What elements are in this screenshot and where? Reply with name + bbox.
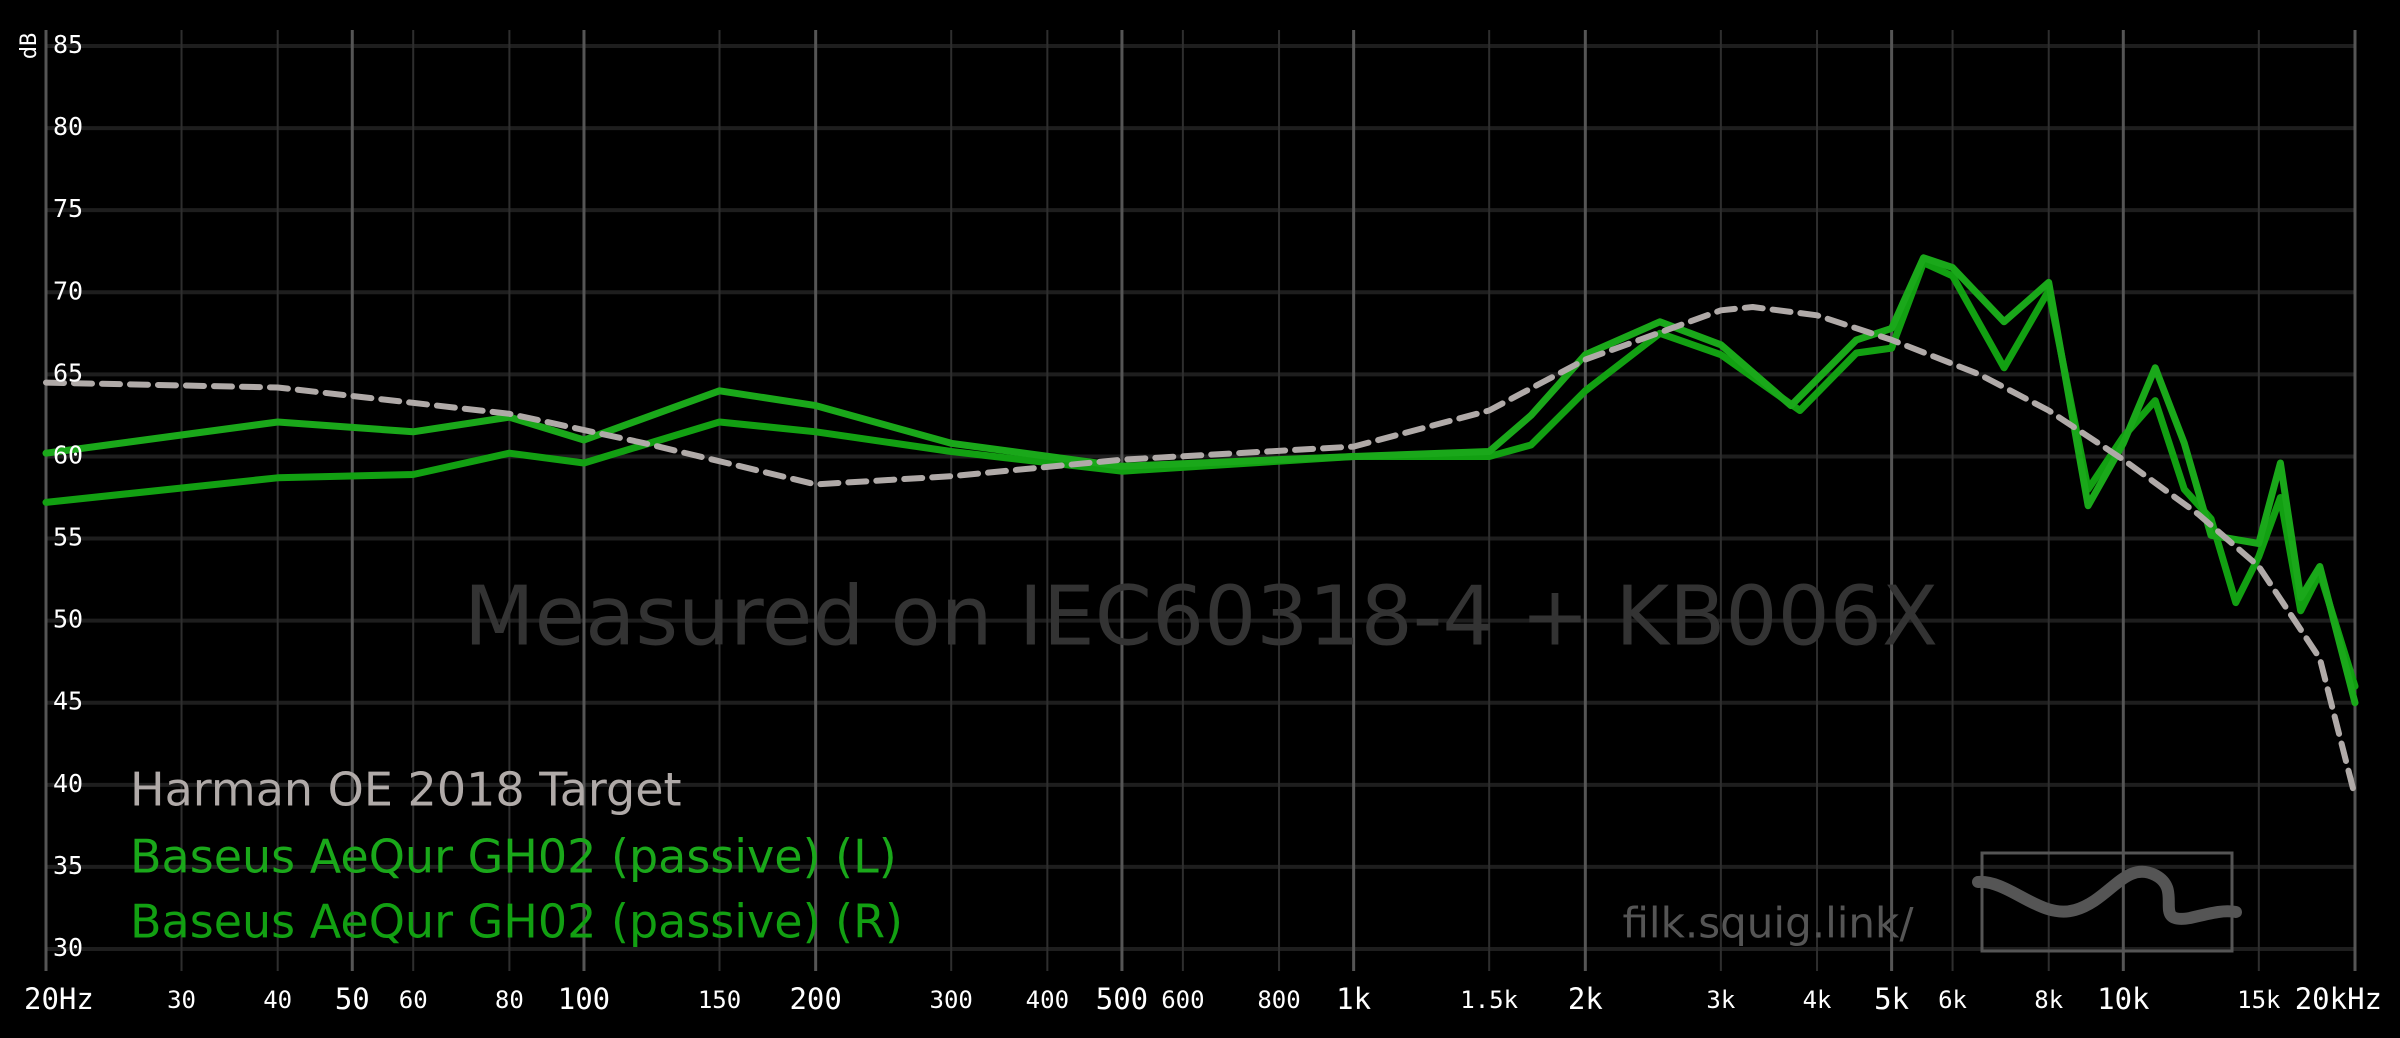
y-tick-label: 40 [53,769,83,798]
x-tick-label: 8k [2034,986,2063,1014]
y-tick-label: 65 [53,358,83,387]
x-tick-label: 600 [1161,986,1204,1014]
series-line [42,259,2359,690]
x-tick-label: 4k [1803,986,1832,1014]
x-tick-label: 5k [1874,982,1909,1016]
x-tick-label: 1.5k [1460,986,1518,1014]
lines [42,254,2359,800]
y-tick-label: 60 [53,440,83,469]
x-tick-label: 40 [263,986,292,1014]
x-tick-label: 15k [2237,986,2281,1014]
x-tick-label: 2k [1568,982,1603,1016]
x-tick-label: 20kHz [2295,982,2382,1016]
x-tick-label: 6k [1938,986,1967,1014]
y-tick-label: 55 [53,523,83,552]
legend-entry: Baseus AeQur GH02 (passive) (R) [130,895,903,949]
y-tick-label: 50 [53,605,83,634]
y-tick-label: 35 [53,851,83,880]
watermark: Measured on IEC60318-4 + KB006X [464,569,1938,664]
series-line [43,304,2358,800]
legend-entry: Harman OE 2018 Target [130,763,682,817]
x-tick-label: 200 [789,982,841,1016]
x-tick-label: 800 [1257,986,1300,1014]
x-tick-label: 150 [698,986,741,1014]
x-tick-label: 3k [1706,986,1735,1014]
x-tick-label: 1k [1336,982,1371,1016]
x-tick-label: 20Hz [24,982,94,1016]
x-tick-label: 30 [167,986,196,1014]
y-tick-label: 30 [53,933,83,962]
x-tick-label: 60 [399,986,428,1014]
y-axis-label: dB [17,33,42,60]
x-tick-label: 500 [1096,982,1148,1016]
y-tick-label: 70 [53,276,83,305]
x-tick-label: 100 [558,982,610,1016]
logo [1972,851,2242,953]
x-tick-label: 50 [335,982,370,1016]
x-tick-label: 400 [1026,986,1069,1014]
y-tick-label: 75 [53,194,83,223]
legend-entry: Baseus AeQur GH02 (passive) (L) [130,830,897,884]
y-tick-label: 80 [53,112,83,141]
x-tick-label: 80 [495,986,524,1014]
y-tick-label: 85 [53,30,83,59]
x-tick-label: 10k [2097,982,2150,1016]
y-tick-label: 45 [53,687,83,716]
site-link: filk.squig.link/ [1622,899,1914,948]
x-tick-label: 300 [930,986,973,1014]
grid [44,30,2357,971]
